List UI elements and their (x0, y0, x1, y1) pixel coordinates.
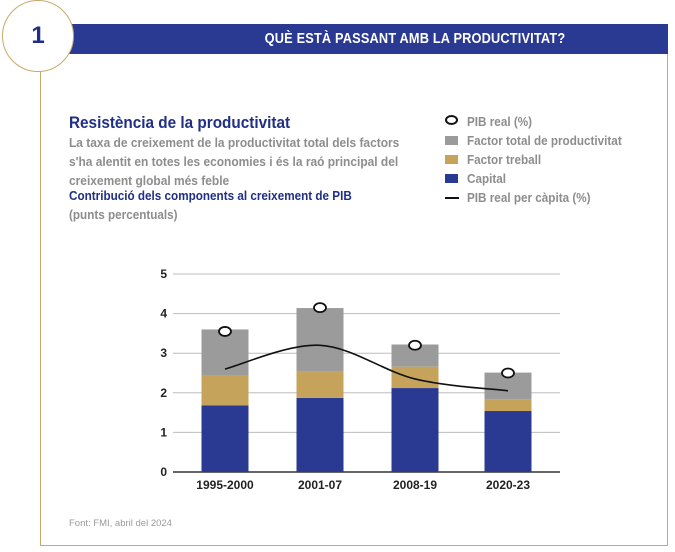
description-line: La taxa de creixement de la productivita… (69, 135, 400, 150)
capital-bar (201, 405, 249, 472)
y-tick-label: 4 (160, 307, 167, 321)
tfp-bar (391, 344, 439, 367)
tfp-bar (296, 308, 344, 372)
description-line: creixement global més feble (69, 173, 230, 188)
gdp-per-capita-line (224, 344, 509, 392)
labor-bar (296, 371, 344, 398)
gdp-marker (501, 367, 515, 379)
gdp-marker (218, 326, 232, 337)
legend-label: Capital (467, 171, 507, 186)
y-tick-label: 3 (160, 346, 167, 360)
tfp-swatch (445, 136, 458, 145)
capital-bar (484, 411, 532, 472)
x-tick-label: 2008-19 (393, 478, 437, 492)
x-tick-label: 2020-23 (486, 478, 530, 492)
capital-bar (296, 397, 344, 472)
y-tick-label: 1 (160, 425, 167, 439)
tfp-bar (201, 329, 249, 375)
section-number-badge: 1 (2, 0, 74, 72)
y-tick-label: 2 (160, 386, 167, 400)
line-icon (445, 197, 459, 199)
chart-units: (punts percentuals) (69, 207, 178, 222)
chart-description: La taxa de creixement de la productivita… (69, 133, 449, 190)
labor-bar (391, 366, 439, 389)
legend-label: PIB real (%) (467, 114, 533, 129)
gdp-marker (408, 339, 422, 351)
chart-subtitle: Contribució dels components al creixemen… (69, 188, 352, 203)
x-tick-label: 2001-07 (298, 478, 342, 492)
header-title: QUÈ ESTÀ PASSANT AMB LA PRODUCTIVITAT? (264, 31, 566, 47)
source-note: Font: FMI, abril del 2024 (69, 518, 172, 529)
legend-label: Factor total de productivitat (467, 133, 622, 148)
labor-bar (484, 399, 532, 412)
capital-bar (391, 388, 439, 472)
x-tick-label: 1995-2000 (196, 478, 254, 492)
legend-label: PIB real per càpita (%) (467, 190, 591, 205)
y-tick-label: 5 (160, 267, 167, 281)
description-line: s'ha alentit en totes les economies i és… (69, 154, 399, 169)
chart-title: Resistència de la productivitat (69, 113, 291, 132)
labor-swatch (445, 155, 458, 164)
gdp-marker (313, 302, 327, 314)
y-tick-label: 0 (160, 465, 167, 479)
header-bar: QUÈ ESTÀ PASSANT AMB LA PRODUCTIVITAT? (40, 24, 668, 54)
circle-marker-icon (445, 115, 458, 125)
capital-swatch (445, 174, 458, 183)
section-number: 1 (31, 22, 45, 49)
labor-bar (201, 374, 249, 406)
legend-label: Factor treball (467, 152, 542, 167)
